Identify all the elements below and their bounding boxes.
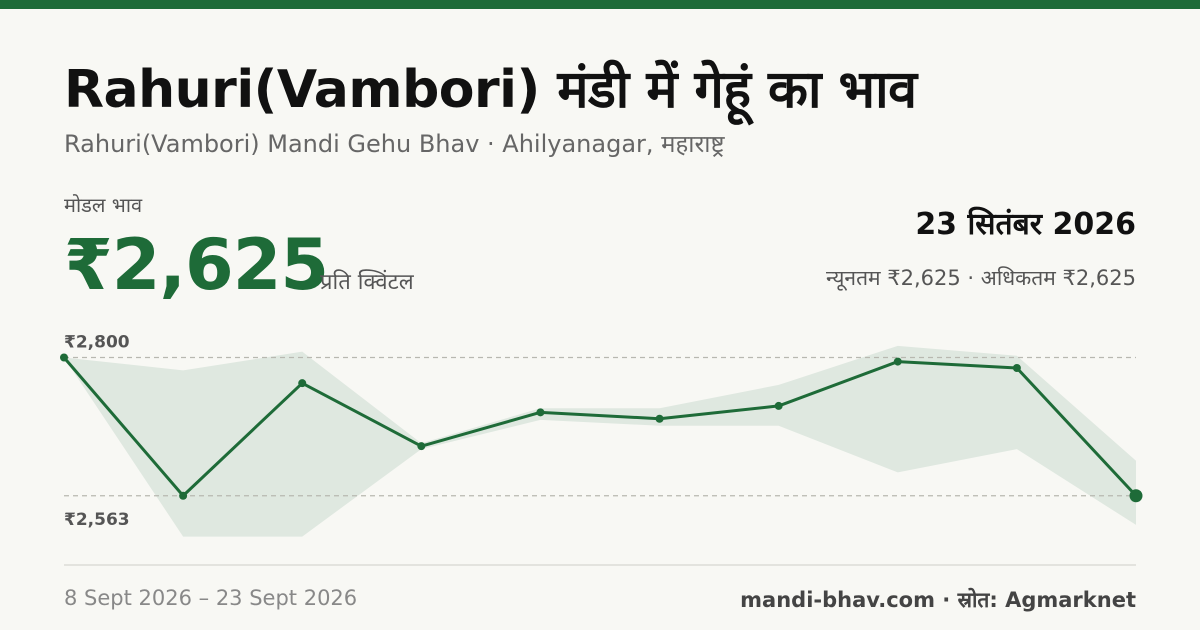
price-point — [893, 357, 902, 366]
top-accent-bar — [0, 0, 1200, 9]
price-point — [774, 401, 783, 410]
reference-line-label: ₹2,563 — [64, 510, 130, 530]
reference-lines-layer: ₹2,800 ₹2,563 — [64, 333, 1136, 530]
price-unit: प्रति क्विंटल — [320, 270, 414, 295]
price-point — [417, 442, 426, 451]
min-max-price: न्यूनतम ₹2,625 · अधिकतम ₹2,625 — [826, 266, 1136, 290]
page-title: Rahuri(Vambori) मंडी में गेहूं का भाव — [64, 60, 917, 120]
min-max-band — [64, 345, 1136, 537]
price-point — [536, 408, 545, 417]
min-max-band-layer — [64, 345, 1136, 537]
price-point — [179, 491, 188, 500]
price-point — [1012, 364, 1021, 372]
price-date: 23 सितंबर 2026 — [915, 207, 1136, 242]
date-range: 8 Sept 2026 – 23 Sept 2026 — [64, 586, 358, 610]
latest-price-point — [1129, 489, 1143, 503]
data-source: mandi-bhav.com · स्रोत: Agmarknet — [740, 588, 1136, 612]
model-price-value: ₹2,625 — [64, 224, 329, 306]
price-point — [298, 379, 307, 388]
price-line — [62, 356, 1138, 498]
price-point — [655, 414, 664, 423]
page-subtitle: Rahuri(Vambori) Mandi Gehu Bhav · Ahilya… — [64, 130, 725, 158]
price-line-layer — [60, 353, 1143, 503]
model-price-label: मोडल भाव — [64, 193, 143, 217]
reference-line-label: ₹2,800 — [64, 333, 130, 353]
price-point — [60, 353, 68, 362]
